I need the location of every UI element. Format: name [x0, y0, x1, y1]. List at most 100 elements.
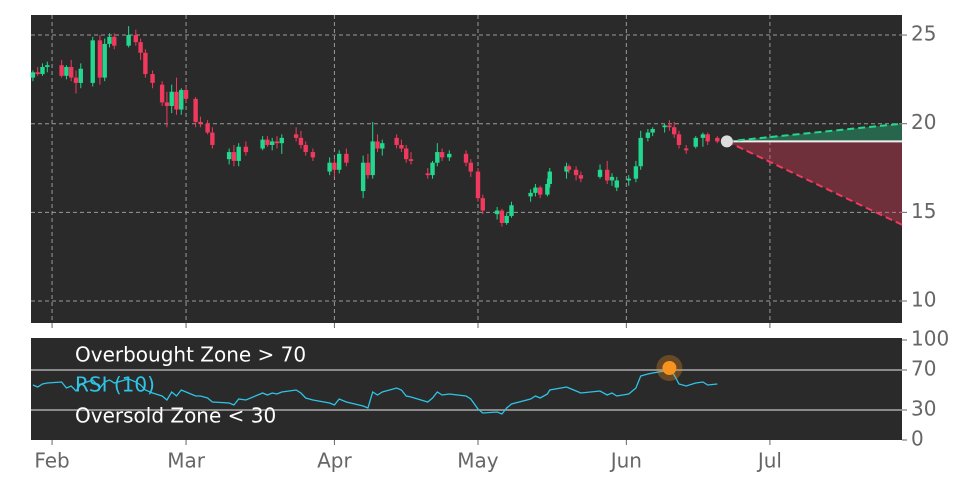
- candle-body: [399, 144, 404, 149]
- candle-body: [425, 173, 430, 176]
- candle-body: [494, 210, 500, 215]
- y-tick-label: 30: [911, 397, 936, 421]
- candle-body: [231, 152, 237, 161]
- candle-body: [672, 127, 677, 135]
- x-tick-label: Jul: [756, 449, 782, 473]
- x-tick-label: Apr: [317, 449, 352, 473]
- candle-body: [504, 215, 509, 223]
- candle-body: [45, 65, 50, 67]
- y-tick-label: 70: [911, 357, 936, 381]
- overbought-label: Overbought Zone > 70: [75, 343, 306, 367]
- candle-body: [365, 162, 371, 176]
- candle-body: [64, 66, 69, 76]
- candle-body: [545, 183, 550, 195]
- candle-body: [605, 169, 610, 181]
- x-tick-label: Jun: [609, 449, 642, 473]
- candle-body: [260, 139, 265, 149]
- candle-body: [645, 132, 651, 138]
- candle-body: [332, 162, 337, 170]
- candle-body: [73, 77, 79, 83]
- y-tick-label: 100: [911, 327, 949, 351]
- candle-body: [370, 141, 375, 176]
- candle-body: [270, 141, 275, 145]
- x-tick-label: Feb: [34, 449, 69, 473]
- candle-body: [337, 153, 342, 170]
- candle-body: [430, 162, 435, 176]
- candle-body: [468, 162, 474, 172]
- rsi-panel: [31, 338, 902, 440]
- candle-body: [394, 137, 399, 145]
- candle-body: [279, 137, 284, 144]
- candle-body: [538, 187, 543, 195]
- candle-body: [509, 205, 514, 216]
- candle-body: [210, 132, 215, 145]
- y-tick-label: 25: [911, 22, 936, 46]
- candle-body: [375, 141, 380, 149]
- candle-body: [439, 152, 445, 158]
- forecast-upper: [726, 122, 903, 143]
- candle-body: [705, 134, 710, 142]
- rsi-legend: RSI (10): [75, 373, 155, 397]
- candle-body: [59, 65, 64, 76]
- candle-body: [676, 134, 682, 145]
- candle-body: [243, 146, 249, 153]
- candle-body: [274, 141, 280, 144]
- candle-body: [198, 121, 203, 124]
- candle-body: [78, 68, 83, 83]
- candle-body: [174, 91, 179, 110]
- candle-body: [40, 66, 45, 75]
- candle-body: [133, 35, 139, 43]
- x-tick-label: Mar: [167, 449, 206, 473]
- candle-body: [310, 152, 316, 158]
- candle-body: [97, 40, 103, 78]
- candle-body: [693, 137, 698, 147]
- candle-body: [633, 166, 639, 179]
- rsi-marker: [662, 361, 677, 375]
- candle-body: [69, 66, 74, 78]
- y-tick-label: 20: [911, 110, 936, 134]
- candle-body: [662, 125, 667, 128]
- candle-body: [578, 175, 584, 179]
- candle-body: [193, 98, 198, 122]
- price-panel: [31, 15, 902, 323]
- candle-body: [360, 162, 366, 192]
- candle-body: [700, 134, 706, 138]
- candle-body: [650, 129, 655, 133]
- candle-body: [143, 52, 148, 75]
- candle-body: [408, 159, 414, 161]
- last-price-point: [720, 135, 733, 148]
- candle-body: [236, 146, 241, 161]
- candle-body: [614, 180, 619, 188]
- candle-body: [566, 166, 572, 170]
- candle-body: [107, 36, 112, 44]
- candle-body: [327, 162, 332, 172]
- candle-body: [126, 35, 131, 46]
- candle-body: [380, 143, 385, 149]
- candle-body: [344, 153, 349, 163]
- candle-body: [169, 91, 174, 106]
- candle-body: [609, 176, 615, 181]
- candle-body: [179, 90, 184, 110]
- candle-body: [226, 152, 232, 160]
- candle-body: [303, 144, 308, 153]
- rsi-line: [32, 369, 718, 415]
- candle-body: [480, 198, 485, 211]
- candle-body: [265, 139, 270, 145]
- candle-body: [112, 36, 117, 46]
- candle-body: [463, 153, 469, 163]
- y-tick-label: 10: [911, 288, 936, 312]
- candle-body: [447, 153, 452, 158]
- candle-body: [683, 148, 689, 151]
- candle-body: [293, 134, 299, 138]
- candle-body: [573, 169, 579, 176]
- candle-body: [183, 90, 189, 99]
- candle-body: [205, 123, 210, 133]
- x-tick-label: May: [457, 449, 499, 473]
- candle-body: [475, 171, 481, 199]
- candle-body: [30, 72, 36, 78]
- y-tick-label: 0: [911, 427, 924, 451]
- candle-body: [298, 137, 304, 145]
- candle-body: [150, 74, 155, 83]
- candle-body: [35, 72, 40, 75]
